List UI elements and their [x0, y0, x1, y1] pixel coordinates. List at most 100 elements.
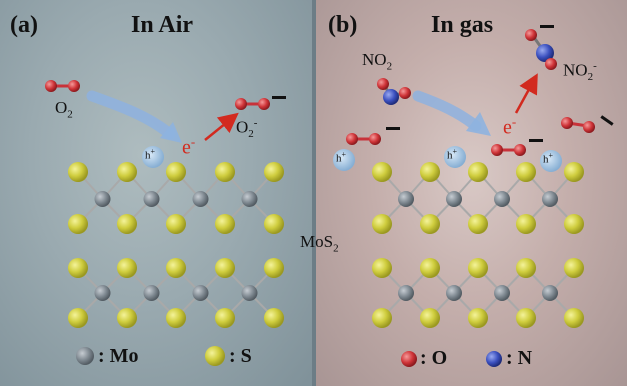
electron-transfer-arrow-b	[514, 73, 538, 114]
legend-n-label: : N	[506, 347, 533, 369]
hole-b-3	[540, 150, 562, 172]
s-atom	[420, 258, 440, 278]
s-atom	[117, 308, 137, 328]
s-atom	[215, 258, 235, 278]
no2-anion-label-b: NO2-	[563, 60, 597, 84]
negative-charge-b-center	[529, 139, 543, 142]
adsorption-arrow-a	[86, 90, 176, 140]
mo-atom	[94, 285, 111, 301]
s-atom	[117, 214, 137, 234]
o2-label-a: O2	[55, 98, 73, 121]
hole-label-b-3: h+	[543, 151, 554, 166]
legend-n-atom-icon	[486, 351, 502, 367]
mo-atom	[94, 191, 111, 207]
negative-charge-no2	[540, 25, 554, 28]
s-atom	[68, 214, 88, 234]
legend-s-atom-icon	[205, 346, 225, 366]
o2-anion-molecule-a	[235, 98, 270, 110]
s-atom	[372, 308, 392, 328]
mos2-lattice-b	[372, 162, 584, 328]
panel-b-title: In gas	[431, 12, 494, 38]
s-atom	[372, 258, 392, 278]
mo-atom	[542, 285, 558, 301]
o2-anion-molecule-b-left	[346, 133, 381, 145]
s-atom	[117, 162, 137, 182]
s-atom	[117, 258, 137, 278]
s-atom	[468, 214, 488, 234]
s-atom	[420, 214, 440, 234]
s-atom	[516, 214, 536, 234]
mo-atom	[143, 191, 160, 207]
o2-anion-label-a: O2-	[236, 117, 258, 141]
s-atom	[264, 308, 284, 328]
s-atom	[68, 308, 88, 328]
s-atom	[68, 162, 88, 182]
panel-b-label: (b)	[328, 12, 358, 38]
mo-atom	[446, 191, 462, 207]
legend-mo-atom-icon	[76, 347, 94, 365]
s-atom	[516, 308, 536, 328]
panel-a-title: In Air	[131, 12, 194, 38]
s-atom	[215, 308, 235, 328]
hole-label-a: h+	[145, 147, 156, 162]
panel-a-label: (a)	[10, 12, 38, 38]
mo-atom	[542, 191, 558, 207]
mos2-label: MoS2	[300, 232, 339, 255]
mo-atom	[143, 285, 160, 301]
legend-o-label: : O	[420, 347, 448, 369]
s-atom	[468, 162, 488, 182]
s-atom	[215, 214, 235, 234]
s-atom	[166, 162, 186, 182]
adsorption-arrow-a-head	[160, 122, 182, 143]
mo-atom	[241, 191, 258, 207]
s-atom	[166, 308, 186, 328]
hole-a	[142, 146, 164, 168]
s-atom	[564, 308, 584, 328]
mo-atom	[192, 285, 209, 301]
mo-atom	[192, 191, 209, 207]
s-atom	[264, 162, 284, 182]
s-atom	[372, 162, 392, 182]
hole-label-b-1: h+	[336, 150, 347, 165]
no2-molecule-b	[377, 78, 411, 105]
panel-divider	[312, 0, 316, 386]
negative-charge-a	[272, 96, 286, 99]
s-atom	[516, 162, 536, 182]
hole-label-b-2: h+	[447, 147, 458, 162]
s-atom	[264, 214, 284, 234]
mo-atom	[398, 191, 414, 207]
legend-o-atom-icon	[401, 351, 417, 367]
electron-label-b: e-	[503, 114, 517, 139]
mo-atom	[494, 285, 510, 301]
negative-charge-b-left	[386, 127, 400, 130]
o2-anion-molecule-b-right	[561, 117, 595, 133]
o2-molecule-a	[45, 80, 80, 92]
s-atom	[564, 258, 584, 278]
mo-atom	[241, 285, 258, 301]
s-atom	[68, 258, 88, 278]
no2-label-b: NO2	[362, 50, 393, 73]
s-atom	[264, 258, 284, 278]
s-atom	[516, 258, 536, 278]
adsorption-arrow-b	[412, 90, 482, 132]
s-atom	[420, 162, 440, 182]
electron-label-a: e-	[182, 134, 196, 159]
mo-atom	[398, 285, 414, 301]
no2-anion-molecule-b	[525, 29, 557, 70]
legend-s-label: : S	[229, 345, 252, 367]
s-atom	[564, 214, 584, 234]
electron-transfer-arrow-a	[204, 112, 239, 141]
mos2-lattice-a	[68, 162, 284, 328]
s-atom	[166, 258, 186, 278]
s-atom	[215, 162, 235, 182]
mo-atom	[494, 191, 510, 207]
mo-atom	[446, 285, 462, 301]
s-atom	[420, 308, 440, 328]
s-atom	[468, 258, 488, 278]
s-atom	[166, 214, 186, 234]
adsorption-arrow-b-head	[466, 112, 491, 136]
o2-anion-molecule-b-center	[491, 144, 526, 156]
hole-b-1	[333, 149, 355, 171]
s-atom	[468, 308, 488, 328]
